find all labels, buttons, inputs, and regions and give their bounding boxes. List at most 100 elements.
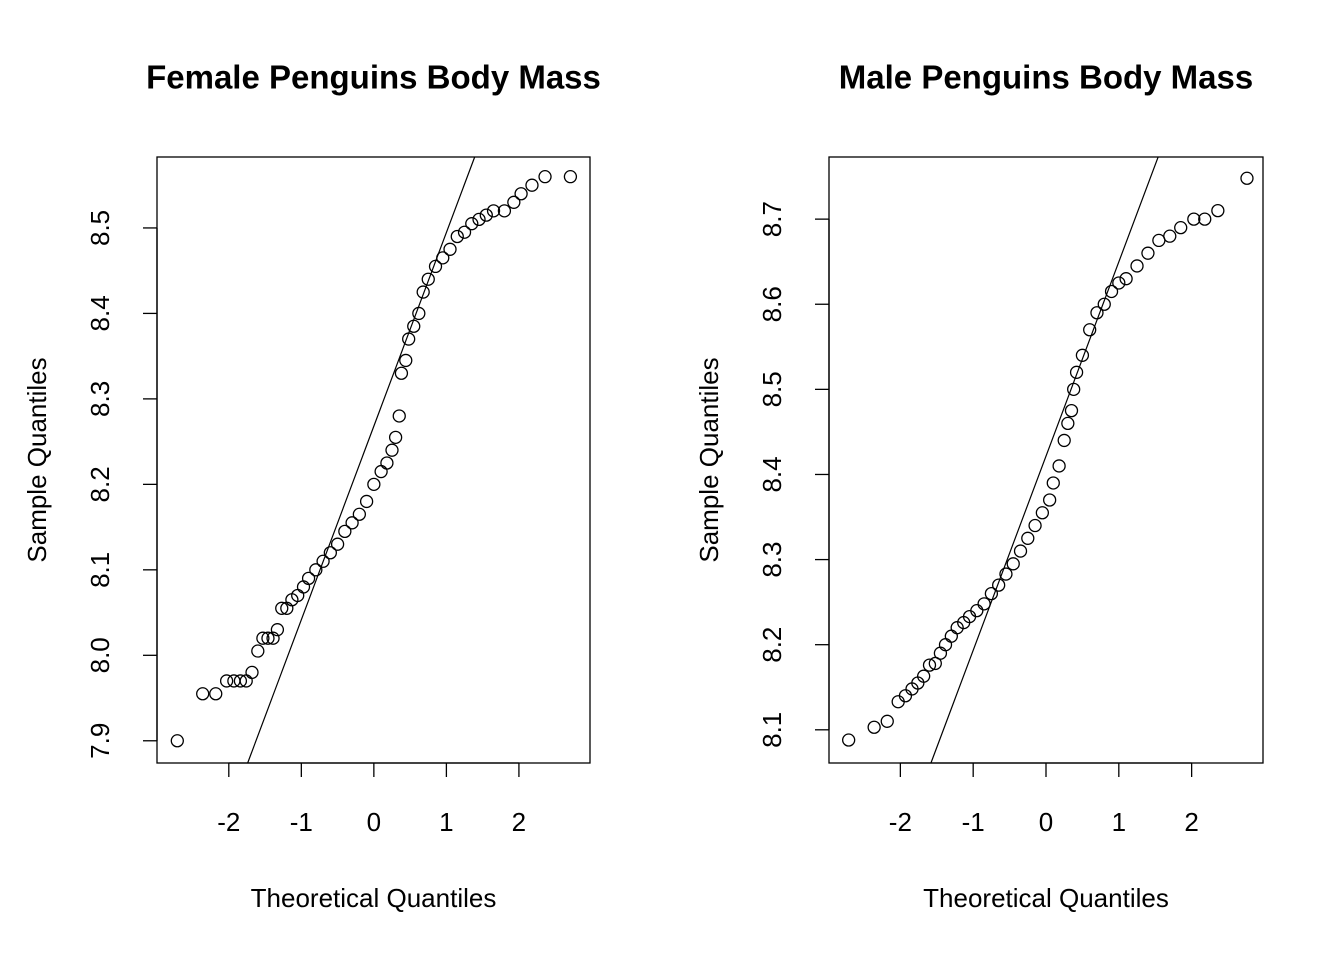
point [380, 456, 394, 470]
point [1083, 323, 1097, 337]
point [1075, 348, 1090, 362]
point [1067, 382, 1081, 397]
chart-title: Male Penguins Body Mass [839, 59, 1253, 96]
point [867, 720, 881, 734]
point [209, 687, 223, 701]
point [323, 546, 337, 560]
y-tick-label: 8.2 [85, 466, 115, 502]
x-tick-label: -2 [217, 807, 240, 837]
y-tick-label: 7.9 [85, 723, 115, 759]
x-axis-label: Theoretical Quantiles [923, 883, 1169, 913]
point [301, 571, 316, 586]
plot-box [828, 156, 1264, 764]
point [479, 208, 493, 222]
y-tick-label: 8.5 [757, 371, 787, 407]
point [428, 259, 443, 274]
point [1141, 246, 1155, 260]
point [1104, 284, 1119, 299]
point [196, 687, 210, 701]
point [385, 443, 399, 457]
point [233, 674, 248, 688]
point [1112, 276, 1126, 290]
point [436, 251, 450, 265]
x-tick-label: 1 [439, 807, 453, 837]
point [450, 229, 464, 244]
point [330, 537, 345, 551]
y-axis-label: Sample Quantiles [694, 357, 724, 562]
point [388, 430, 403, 444]
reference-line [930, 157, 1159, 763]
y-tick-label: 8.7 [757, 201, 787, 237]
point [266, 631, 280, 645]
point [977, 597, 991, 611]
point [944, 629, 958, 643]
point [251, 644, 265, 658]
point [275, 601, 289, 615]
point [1090, 306, 1104, 320]
point [1028, 518, 1042, 533]
point [933, 646, 948, 660]
x-tick-label: 0 [1039, 807, 1053, 837]
panel: Female Penguins Body Mass Theoretical Qua… [22, 59, 601, 913]
point [1152, 233, 1166, 248]
y-tick-label: 8.2 [757, 627, 787, 663]
point [992, 578, 1006, 592]
point [472, 212, 486, 227]
point [1035, 506, 1050, 520]
point [416, 285, 430, 299]
point [1021, 531, 1035, 545]
point [170, 734, 184, 748]
point [538, 170, 552, 184]
point [1240, 171, 1254, 185]
x-tick-label: 2 [1184, 807, 1198, 837]
plot-box [156, 156, 591, 764]
point [352, 507, 367, 521]
y-tick-label: 8.5 [85, 210, 115, 246]
point [938, 638, 953, 652]
point [392, 409, 406, 423]
point [1013, 544, 1028, 558]
point [1198, 212, 1212, 226]
point [1042, 493, 1057, 507]
x-tick-label: -1 [290, 807, 313, 837]
point [219, 674, 234, 688]
point [507, 195, 521, 209]
point [525, 178, 539, 192]
point [984, 586, 999, 601]
x-tick-label: -2 [889, 807, 912, 837]
y-axis-label: Sample Quantiles [22, 357, 52, 562]
point [1061, 416, 1075, 431]
point [922, 658, 937, 672]
point [514, 187, 528, 201]
y-tick-label: 8.1 [85, 552, 115, 588]
panel: Male Penguins Body Mass Theoretical Quant… [694, 59, 1264, 913]
x-tick-label: 2 [512, 807, 526, 837]
y-tick-label: 8.6 [757, 286, 787, 322]
y-tick-label: 8.4 [85, 295, 115, 331]
point [970, 603, 984, 618]
point [309, 563, 323, 577]
point [1097, 297, 1111, 311]
point [497, 204, 512, 218]
point [245, 665, 259, 680]
point [486, 204, 501, 218]
point [261, 631, 275, 645]
x-tick-label: 1 [1112, 807, 1126, 837]
point [443, 242, 457, 256]
point [898, 689, 913, 703]
point [1163, 229, 1177, 243]
point [399, 353, 413, 368]
point [296, 580, 311, 594]
point [421, 272, 435, 286]
point [367, 477, 381, 492]
y-tick-label: 8.0 [85, 637, 115, 673]
point [1052, 459, 1066, 473]
reference-line [247, 157, 476, 763]
x-tick-label: 0 [367, 807, 381, 837]
point [338, 524, 352, 539]
x-tick-label: -1 [962, 807, 985, 837]
point [402, 332, 416, 346]
point [891, 695, 905, 709]
point [1211, 203, 1225, 218]
